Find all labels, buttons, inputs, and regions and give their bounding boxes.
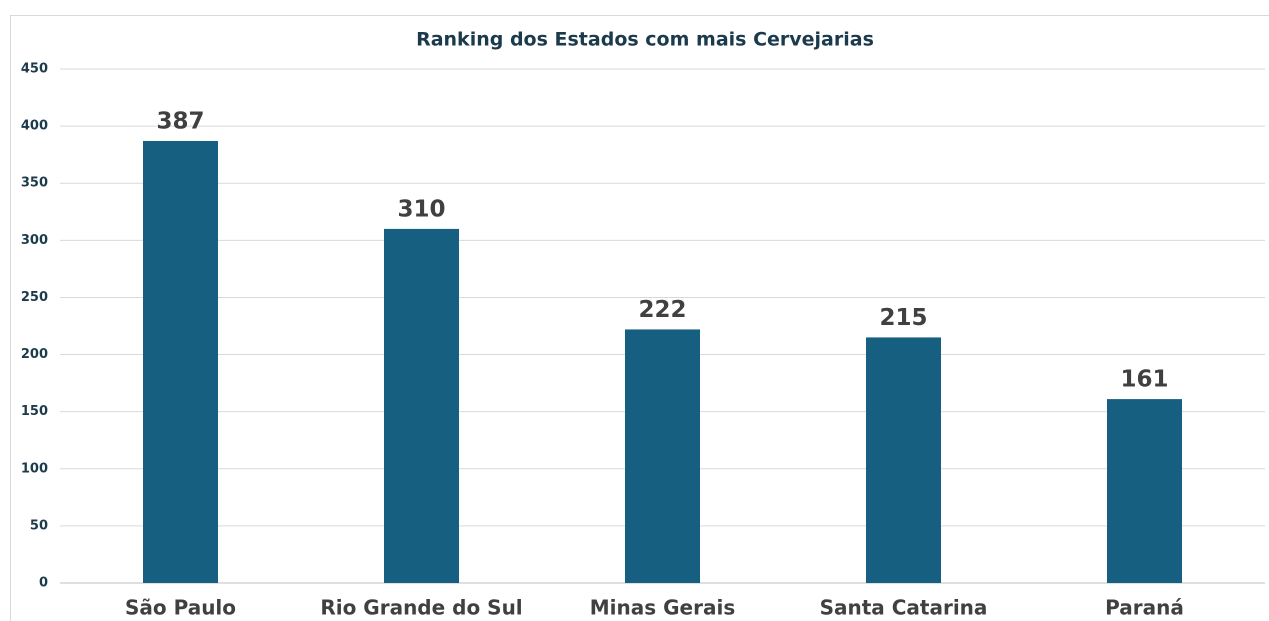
chart-title: Ranking dos Estados com mais Cervejarias	[416, 29, 874, 51]
x-tick-label: Paraná	[1105, 596, 1184, 620]
data-label: 215	[879, 305, 927, 331]
x-tick-label: Minas Gerais	[590, 596, 735, 620]
y-tick-label: 300	[21, 233, 48, 248]
y-tick-label: 450	[21, 62, 48, 77]
chart-frame	[10, 15, 1269, 621]
y-tick-label: 400	[21, 119, 48, 134]
y-tick-label: 350	[21, 176, 48, 191]
data-label: 387	[156, 108, 204, 134]
y-tick-label: 150	[21, 404, 48, 419]
x-tick-label: São Paulo	[125, 596, 236, 620]
y-tick-label: 50	[30, 518, 48, 533]
bar	[143, 140, 218, 583]
y-tick-label: 0	[39, 576, 48, 591]
data-label: 222	[638, 297, 686, 323]
y-tick-label: 100	[21, 461, 48, 476]
bar	[1107, 399, 1182, 583]
bar	[866, 337, 941, 583]
x-tick-label: Rio Grande do Sul	[320, 596, 522, 620]
data-label: 310	[397, 196, 445, 222]
bar	[384, 228, 459, 583]
bar	[625, 329, 700, 583]
data-label: 161	[1120, 367, 1168, 393]
y-tick-label: 200	[21, 347, 48, 362]
x-tick-label: Santa Catarina	[820, 596, 988, 620]
y-tick-label: 250	[21, 290, 48, 305]
